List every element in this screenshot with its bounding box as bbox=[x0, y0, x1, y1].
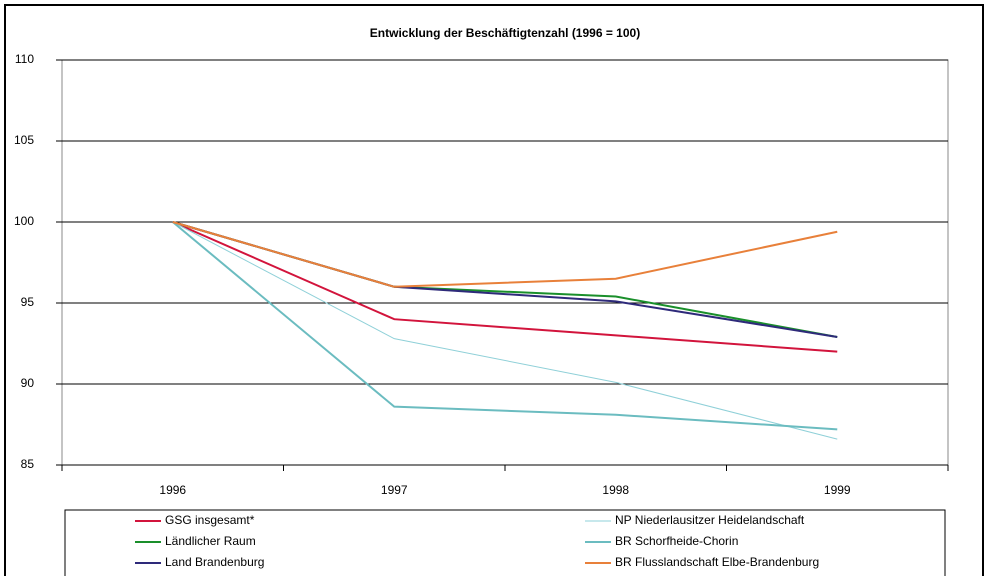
series-line bbox=[172, 221, 838, 431]
legend bbox=[64, 509, 946, 576]
series-line bbox=[172, 221, 838, 353]
legend-label: BR Schorfheide-Chorin bbox=[615, 534, 738, 548]
x-tick-label: 1998 bbox=[602, 483, 629, 497]
x-tick-label: 1997 bbox=[381, 483, 408, 497]
legend-label: GSG insgesamt* bbox=[165, 513, 255, 527]
legend-label: BR Flusslandschaft Elbe-Brandenburg bbox=[615, 555, 819, 569]
chart-title: Entwicklung der Beschäftigtenzahl (1996 … bbox=[370, 26, 640, 40]
y-tick-label: 105 bbox=[14, 133, 34, 147]
legend-label: Ländlicher Raum bbox=[165, 534, 256, 548]
y-tick-label: 110 bbox=[15, 52, 34, 66]
y-tick-label: 95 bbox=[21, 295, 35, 309]
y-tick-label: 90 bbox=[21, 376, 35, 390]
legend-label: Land Brandenburg bbox=[165, 555, 264, 569]
x-tick-label: 1996 bbox=[159, 483, 186, 497]
y-tick-label: 100 bbox=[14, 214, 34, 228]
series-line bbox=[172, 221, 838, 440]
series-line bbox=[172, 221, 838, 288]
legend-label: NP Niederlausitzer Heidelandschaft bbox=[615, 513, 805, 527]
x-tick-label: 1999 bbox=[824, 483, 851, 497]
y-tick-label: 85 bbox=[21, 457, 35, 471]
